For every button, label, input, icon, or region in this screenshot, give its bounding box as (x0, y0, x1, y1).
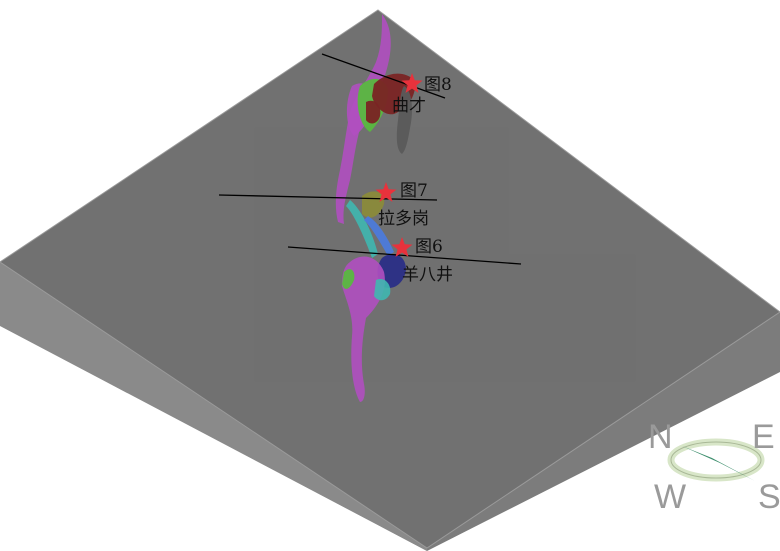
star-marker-fig7 (375, 182, 397, 202)
teal-body (346, 200, 378, 258)
yangbajing-label: 羊八井 (402, 265, 453, 285)
star-marker-fig6 (391, 237, 413, 257)
green-strip-south (342, 269, 355, 289)
compass: N E W S (648, 418, 780, 516)
quchai-label: 曲才 (392, 96, 426, 116)
laduogang-label: 拉多岗 (378, 209, 429, 229)
teal-body-south (374, 278, 391, 301)
fig7-label: 图7 (400, 181, 428, 201)
block-right-side (427, 312, 780, 551)
compass-west: W (654, 478, 686, 516)
site-markers (375, 73, 423, 257)
profile-line-fig7 (218, 194, 438, 201)
purple-body-south (342, 256, 385, 402)
geologic-bodies (335, 14, 415, 402)
profile-lines (218, 53, 522, 265)
fig8-label: 图8 (424, 75, 452, 95)
compass-south: S (758, 478, 780, 516)
dark-red-body-lower (366, 100, 381, 124)
profile-line-fig8 (321, 53, 446, 99)
fig6-label: 图6 (415, 237, 443, 257)
block-front-face (0, 262, 427, 551)
site-labels: 图8 曲才 图7 拉多岗 图6 羊八井 (378, 75, 453, 285)
profile-line-fig6 (287, 246, 522, 265)
compass-north: N (648, 418, 673, 456)
gray-body (396, 86, 412, 154)
compass-east: E (752, 418, 775, 456)
star-marker-fig8 (401, 73, 423, 93)
blue-body (364, 216, 394, 256)
